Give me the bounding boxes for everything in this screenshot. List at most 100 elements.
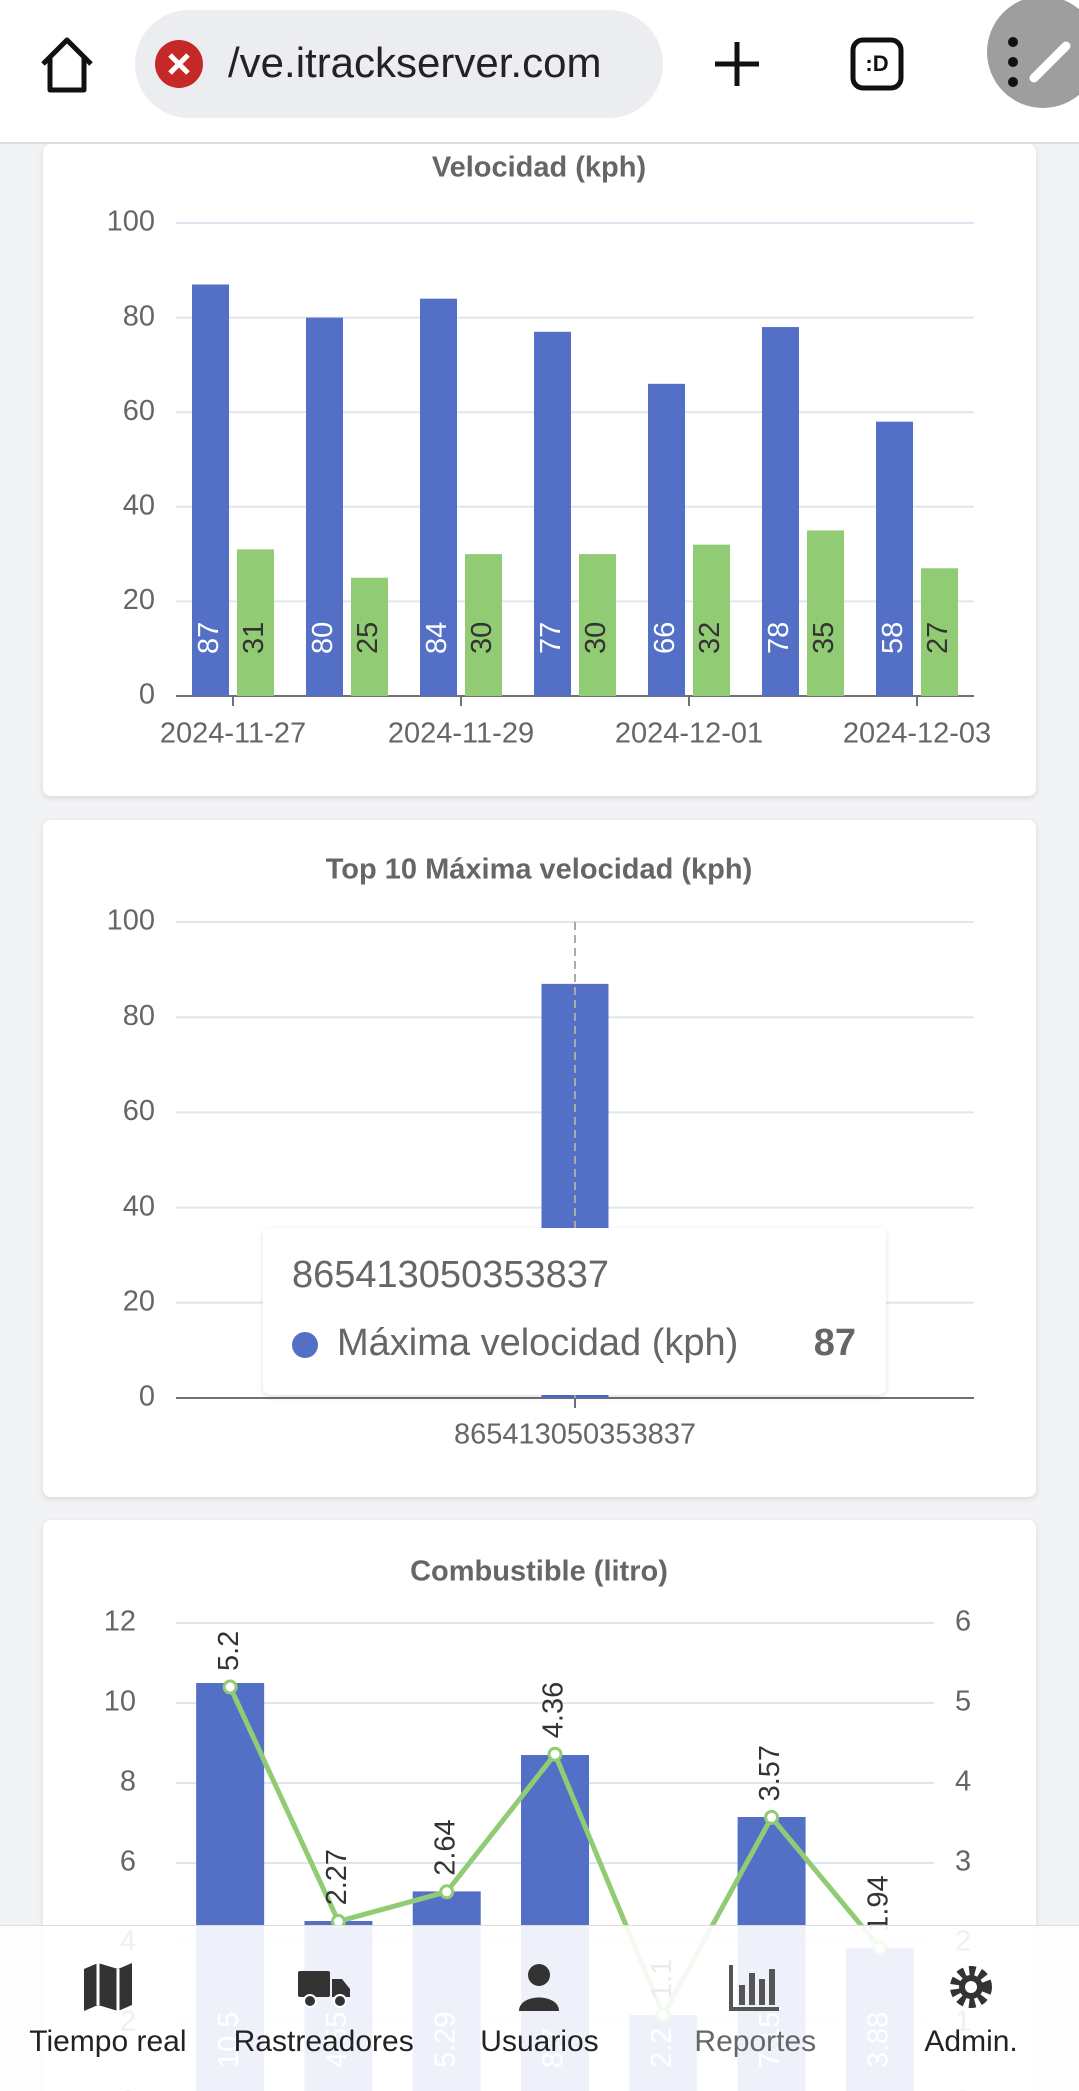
bar: [534, 331, 571, 696]
bar-label: 58: [877, 622, 909, 654]
chart-title: Velocidad (kph): [432, 152, 646, 184]
edit-icon: [1029, 41, 1071, 83]
tooltip-marker: [292, 1332, 318, 1358]
bar-label: 80: [307, 622, 339, 654]
line-label: 4.36: [538, 1682, 570, 1738]
bar-label: 27: [922, 622, 954, 654]
y-tick-label: 80: [123, 1000, 155, 1032]
x-tick-label: 2024-12-03: [843, 718, 991, 750]
nav-item[interactable]: Rastreadores: [216, 1926, 432, 2091]
nav-label: Usuarios: [480, 2024, 599, 2058]
line-point: [439, 1884, 455, 1900]
nav-label: Admin.: [924, 2024, 1018, 2058]
y-tick-label: 40: [123, 1190, 155, 1222]
line-label: 1.94: [863, 1875, 895, 1931]
url-text: /ve.itrackserver.com: [228, 39, 601, 86]
menu-dot: [1008, 37, 1018, 47]
user-icon: [519, 1963, 560, 2011]
line-point: [222, 1679, 238, 1695]
tooltip-value: 87: [814, 1322, 856, 1364]
bar: [807, 530, 844, 696]
y-tick-label: 40: [123, 489, 155, 521]
bar-label: 30: [466, 622, 498, 654]
bar: [579, 554, 616, 696]
bar-label: 77: [535, 622, 567, 654]
chart-title: Combustible (litro): [410, 1556, 668, 1588]
menu-dot: [1008, 57, 1018, 67]
y2-tick-label: 5: [955, 1686, 971, 1718]
bottom-nav: Tiempo real Rastreadores Usuarios Report…: [0, 1925, 1079, 2091]
y2-tick-label: 4: [955, 1766, 971, 1798]
y-tick-label: 100: [107, 206, 155, 238]
nav-item[interactable]: Reportes: [647, 1926, 863, 2091]
y-tick-label: 8: [120, 1766, 136, 1798]
reports-icon: [729, 1964, 780, 2011]
x-tick-label: 865413050353837: [454, 1419, 696, 1451]
y-tick-label: 0: [139, 1381, 155, 1413]
chart-title: Top 10 Máxima velocidad (kph): [326, 854, 753, 886]
y-tick-label: 100: [107, 905, 155, 937]
nav-item[interactable]: Admin.: [863, 1926, 1079, 2091]
y-tick-label: 0: [139, 679, 155, 711]
y-tick-label: 20: [123, 584, 155, 616]
map-icon: [83, 1962, 132, 2011]
tabs-button[interactable]: [850, 37, 904, 91]
y-tick-label: 60: [123, 395, 155, 427]
security-x: [168, 53, 190, 75]
line-label: 2.64: [429, 1819, 461, 1875]
y-tick-label: 60: [123, 1095, 155, 1127]
bar-label: 78: [763, 622, 795, 654]
bar: [693, 544, 730, 696]
y2-tick-label: 6: [955, 1606, 971, 1638]
new-tab-button[interactable]: [715, 42, 759, 86]
line-point: [547, 1746, 563, 1762]
tabs-icon-text: :D: [865, 51, 888, 76]
line-label: 5.2: [213, 1631, 245, 1671]
tooltip-title: 865413050353837: [292, 1254, 609, 1296]
bar: [351, 577, 388, 696]
line-label: 3.57: [754, 1745, 786, 1801]
bar-label: 25: [352, 622, 384, 654]
y-tick-label: 6: [120, 1846, 136, 1878]
gear-icon: [950, 1965, 993, 2008]
url-bar[interactable]: [135, 10, 663, 118]
line-point: [764, 1809, 780, 1825]
x-tick-label: 2024-12-01: [615, 718, 763, 750]
bar: [762, 327, 799, 696]
bar: [192, 284, 229, 696]
nav-item[interactable]: Usuarios: [432, 1926, 648, 2091]
home-button[interactable]: [41, 37, 93, 93]
bar-label: 32: [694, 622, 726, 654]
nav-label: Reportes: [694, 2024, 817, 2058]
y-tick-label: 80: [123, 300, 155, 332]
tooltip-series: Máxima velocidad (kph): [337, 1322, 738, 1364]
bar: [648, 383, 685, 696]
bar-label: 84: [421, 622, 453, 654]
bar: [921, 568, 958, 696]
bar: [876, 421, 913, 696]
bar-label: 66: [649, 622, 681, 654]
line-label: 2.27: [321, 1849, 353, 1905]
menu-dot: [1008, 77, 1018, 87]
x-tick-label: 2024-11-29: [388, 718, 534, 750]
bar-label: 35: [808, 622, 840, 654]
browser-bar: /ve.itrackserver.com :D: [0, 0, 1079, 144]
bar: [237, 549, 274, 696]
bar-label: 87: [193, 622, 225, 654]
bar: [306, 317, 343, 696]
x-tick-label: 2024-11-27: [160, 718, 306, 750]
bar: [465, 554, 502, 696]
y-tick-label: 12: [104, 1606, 136, 1638]
truck-icon: [297, 1970, 350, 2008]
y2-tick-label: 3: [955, 1846, 971, 1878]
bar-label: 30: [580, 622, 612, 654]
y-tick-label: 20: [123, 1285, 155, 1317]
tooltip: [263, 1228, 886, 1395]
nav-item[interactable]: Tiempo real: [0, 1926, 216, 2091]
bar: [420, 298, 457, 696]
bar-label: 31: [238, 622, 270, 654]
nav-label: Tiempo real: [29, 2024, 187, 2058]
